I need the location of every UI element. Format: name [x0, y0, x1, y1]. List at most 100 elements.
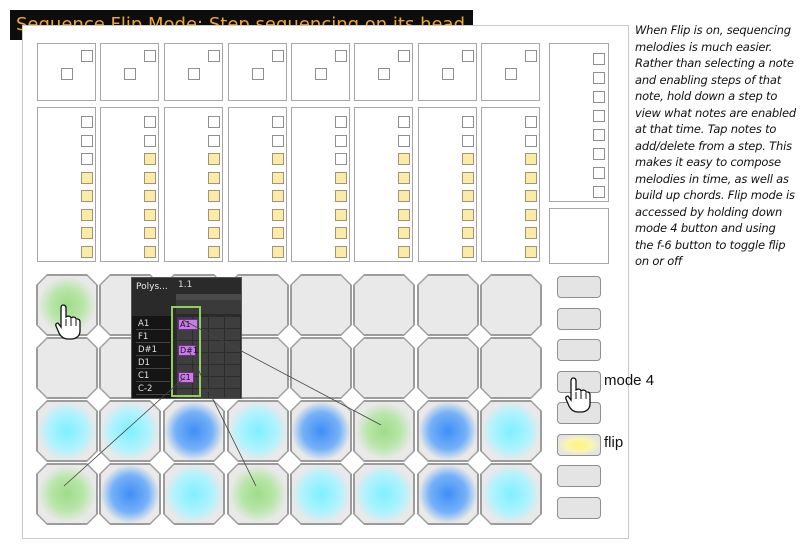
- scene-square[interactable]: [593, 110, 605, 122]
- pad-cyan[interactable]: [354, 464, 414, 524]
- step-on-square[interactable]: [462, 171, 474, 184]
- pad-none[interactable]: [354, 338, 414, 398]
- side-button[interactable]: [557, 276, 601, 298]
- step-off-square[interactable]: [462, 134, 474, 147]
- pad-none[interactable]: [354, 275, 414, 335]
- step-on-square[interactable]: [525, 190, 537, 202]
- pad-cyan[interactable]: [164, 464, 224, 524]
- step-on-square[interactable]: [81, 245, 93, 258]
- scene-square[interactable]: [593, 91, 605, 103]
- step-off-square[interactable]: [525, 116, 537, 128]
- pad-green[interactable]: [37, 275, 97, 335]
- step-on-square[interactable]: [462, 190, 474, 202]
- step-on-square[interactable]: [208, 208, 220, 221]
- pad-cyan[interactable]: [100, 401, 160, 461]
- step-off-square[interactable]: [398, 116, 410, 128]
- pad-cyan[interactable]: [481, 464, 541, 524]
- step-off-square[interactable]: [144, 134, 156, 147]
- step-on-square[interactable]: [525, 245, 537, 258]
- step-on-square[interactable]: [81, 208, 93, 221]
- step-on-square[interactable]: [81, 171, 93, 184]
- step-off-square[interactable]: [335, 153, 347, 165]
- mode4-button[interactable]: [557, 370, 601, 393]
- step-off-square[interactable]: [272, 134, 284, 147]
- pad-cyan[interactable]: [291, 464, 351, 524]
- pad-cyan[interactable]: [37, 401, 97, 461]
- step-off-square[interactable]: [81, 134, 93, 147]
- side-button[interactable]: [557, 402, 601, 424]
- step-on-square[interactable]: [525, 153, 537, 165]
- scene-square[interactable]: [593, 129, 605, 141]
- pad-green[interactable]: [354, 401, 414, 461]
- scene-square[interactable]: [593, 53, 605, 65]
- pad-cyan[interactable]: [228, 401, 288, 461]
- step-on-square[interactable]: [272, 171, 284, 184]
- step-off-square[interactable]: [398, 134, 410, 147]
- step-on-square[interactable]: [525, 227, 537, 239]
- step-off-square[interactable]: [81, 116, 93, 128]
- step-off-square[interactable]: [208, 134, 220, 147]
- pad-none[interactable]: [291, 338, 351, 398]
- step-on-square[interactable]: [398, 227, 410, 239]
- step-on-square[interactable]: [144, 171, 156, 184]
- scene-square[interactable]: [593, 186, 605, 198]
- step-on-square[interactable]: [335, 208, 347, 221]
- step-on-square[interactable]: [398, 208, 410, 221]
- pad-blue[interactable]: [418, 464, 478, 524]
- side-button[interactable]: [557, 307, 601, 330]
- step-on-square[interactable]: [398, 153, 410, 165]
- step-off-square[interactable]: [462, 116, 474, 128]
- step-off-square[interactable]: [208, 116, 220, 128]
- pad-cyan[interactable]: [481, 401, 541, 461]
- scene-square[interactable]: [593, 72, 605, 84]
- step-on-square[interactable]: [208, 245, 220, 258]
- pad-blue[interactable]: [291, 401, 351, 461]
- step-on-square[interactable]: [525, 208, 537, 221]
- step-off-square[interactable]: [335, 134, 347, 147]
- pad-none[interactable]: [418, 338, 478, 398]
- step-on-square[interactable]: [335, 171, 347, 184]
- step-on-square[interactable]: [525, 171, 537, 184]
- step-on-square[interactable]: [335, 245, 347, 258]
- step-on-square[interactable]: [144, 208, 156, 221]
- pad-none[interactable]: [37, 338, 97, 398]
- step-on-square[interactable]: [81, 190, 93, 202]
- step-on-square[interactable]: [272, 208, 284, 221]
- step-on-square[interactable]: [81, 227, 93, 239]
- pad-blue[interactable]: [100, 464, 160, 524]
- side-button[interactable]: [557, 339, 601, 361]
- pad-none[interactable]: [481, 338, 541, 398]
- step-on-square[interactable]: [462, 227, 474, 239]
- step-off-square[interactable]: [144, 116, 156, 128]
- step-on-square[interactable]: [398, 245, 410, 258]
- step-on-square[interactable]: [462, 208, 474, 221]
- step-on-square[interactable]: [208, 171, 220, 184]
- step-off-square[interactable]: [272, 116, 284, 128]
- step-on-square[interactable]: [208, 227, 220, 239]
- step-on-square[interactable]: [208, 190, 220, 202]
- pad-green[interactable]: [228, 464, 288, 524]
- scene-square[interactable]: [593, 167, 605, 179]
- step-on-square[interactable]: [272, 190, 284, 202]
- side-button[interactable]: [557, 465, 601, 487]
- step-on-square[interactable]: [272, 153, 284, 165]
- step-on-square[interactable]: [398, 171, 410, 184]
- pad-blue[interactable]: [418, 401, 478, 461]
- pad-green[interactable]: [37, 464, 97, 524]
- step-on-square[interactable]: [144, 227, 156, 239]
- step-on-square[interactable]: [462, 245, 474, 258]
- pad-none[interactable]: [481, 275, 541, 335]
- step-on-square[interactable]: [144, 153, 156, 165]
- step-on-square[interactable]: [144, 245, 156, 258]
- step-on-square[interactable]: [272, 227, 284, 239]
- pad-blue[interactable]: [164, 401, 224, 461]
- step-on-square[interactable]: [272, 245, 284, 258]
- step-off-square[interactable]: [335, 116, 347, 128]
- pad-none[interactable]: [418, 275, 478, 335]
- step-on-square[interactable]: [208, 153, 220, 165]
- step-off-square[interactable]: [525, 134, 537, 147]
- step-on-square[interactable]: [398, 190, 410, 202]
- step-on-square[interactable]: [462, 153, 474, 165]
- flip-button[interactable]: [557, 433, 601, 456]
- step-off-square[interactable]: [81, 153, 93, 165]
